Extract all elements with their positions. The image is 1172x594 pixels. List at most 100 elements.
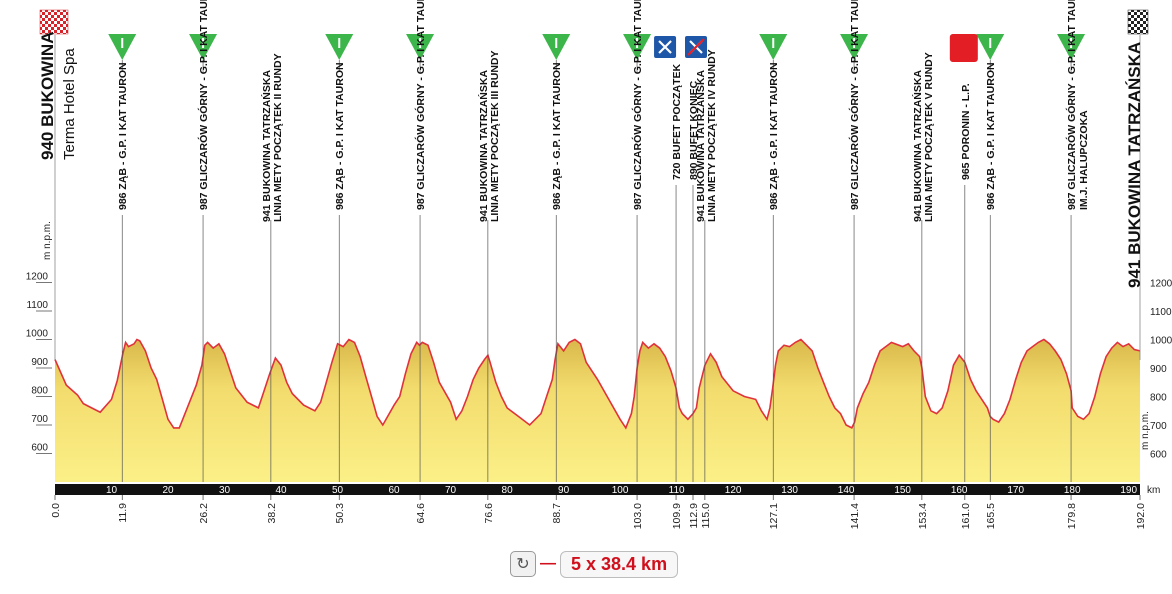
climb-label: 987 GLICZARÓW GÓRNY - G.P. I KAT TAURON <box>848 0 861 210</box>
mountain-marker-icon <box>1057 34 1086 72</box>
km-tick-label: 60 <box>389 485 401 496</box>
repeat-loop-icon: ↻ <box>510 551 536 577</box>
km-tick-label: 40 <box>275 485 287 496</box>
climb-label: 987 GLICZARÓW GÓRNY - G.P. I KAT TAURON <box>631 0 644 210</box>
distance-label: 179.8 <box>1066 503 1078 529</box>
distance-label: 103.0 <box>632 503 644 529</box>
passage-label-line2: LINIA METY POCZĄTEK III RUNDY <box>489 50 501 222</box>
km-tick-label: 90 <box>558 485 570 496</box>
km-tick-label: 110 <box>669 485 685 496</box>
mountain-marker-icon <box>325 34 354 72</box>
loop-label: 5 x 38.4 km <box>560 550 679 578</box>
km-tick-label: 130 <box>781 485 798 496</box>
km-tick-label: 10 <box>106 485 118 496</box>
climb-label-extra: IM.J. HALUPCZOKA <box>1078 110 1090 210</box>
km-tick-label: 80 <box>502 485 514 496</box>
km-tick-label: 30 <box>219 485 231 496</box>
distance-label: 88.7 <box>551 503 563 524</box>
passage-label-line2: LINIA METY POCZĄTEK II RUNDY <box>272 53 284 222</box>
climb-label: 987 GLICZARÓW GÓRNY - G.P. I KAT TAURON <box>197 0 210 210</box>
km-tick-label: 20 <box>162 485 174 496</box>
distance-label: 50.3 <box>334 503 346 524</box>
feed-end-icon <box>685 36 708 58</box>
y-tick-label-right: 1000 <box>1150 336 1172 347</box>
mountain-marker-icon <box>108 34 137 72</box>
finish-label: 941 BUKOWINA TATRZAŃSKA <box>1125 42 1144 288</box>
distance-label: 112.9 <box>688 503 700 529</box>
passage-label-line2: LINIA METY POCZĄTEK IV RUNDY <box>706 49 718 222</box>
distance-label: 76.6 <box>483 503 495 524</box>
mountain-marker-icon <box>759 34 788 72</box>
distance-label: 109.9 <box>671 503 683 529</box>
distance-label: 192.0 <box>1135 503 1147 529</box>
distance-label: 115.0 <box>700 503 712 529</box>
passage-label-line1: 941 BUKOWINA TATRZAŃSKA <box>911 70 924 222</box>
km-tick-label: 150 <box>894 485 911 496</box>
mountain-marker-icon <box>976 34 1005 72</box>
mountain-marker-icon <box>406 34 435 72</box>
km-tick-label: 120 <box>725 485 742 496</box>
start-venue: Terma Hotel Spa <box>61 48 78 160</box>
km-tick-label: 140 <box>838 485 855 496</box>
passage-label-line1: 941 BUKOWINA TATRZAŃSKA <box>477 70 490 222</box>
distance-label: 64.6 <box>415 503 427 524</box>
distance-label: 153.4 <box>917 503 929 529</box>
passage-label-line1: 941 BUKOWINA TATRZAŃSKA <box>260 70 273 222</box>
distance-label: 141.4 <box>849 503 861 529</box>
y-tick-label: 700 <box>31 414 48 425</box>
y-tick-label: 1000 <box>26 329 49 340</box>
climb-label: 986 ZĄB - G.P. I KAT TAURON <box>985 62 997 210</box>
climb-label: 987 GLICZARÓW GÓRNY - G.P. I KAT TAURON <box>414 0 427 210</box>
climb-label: 986 ZĄB - G.P. I KAT TAURON <box>117 62 129 210</box>
km-tick-label: 170 <box>1007 485 1024 496</box>
y-tick-label-right: 900 <box>1150 364 1167 375</box>
km-tick-label: 160 <box>951 485 968 496</box>
y-tick-label: 600 <box>31 443 48 454</box>
y-tick-label-right: 600 <box>1150 450 1167 461</box>
profile-area <box>54 338 1141 482</box>
distance-label: 161.0 <box>960 503 972 529</box>
km-tick-label: 100 <box>612 485 629 496</box>
feed-label: 720 BUFET POCZĄTEK <box>671 63 683 180</box>
mountain-marker-icon <box>840 34 869 72</box>
distance-label: 127.1 <box>768 503 780 529</box>
y-tick-label: 1100 <box>26 300 48 311</box>
profile-fill <box>55 339 1140 482</box>
distance-label: 38.2 <box>266 503 278 524</box>
climb-label: 986 ZĄB - G.P. I KAT TAURON <box>768 62 780 210</box>
km-axis-bar <box>55 484 1140 495</box>
y-tick-label-right: 800 <box>1150 393 1167 404</box>
distance-label: 26.2 <box>198 503 210 524</box>
y-tick-label: 800 <box>31 386 48 397</box>
loop-badge: ↻ — 5 x 38.4 km <box>510 550 679 578</box>
left-axis-label: m n.p.m. <box>42 221 53 260</box>
climb-label: 987 GLICZARÓW GÓRNY - G.P. I KAT TAURON <box>1065 0 1078 210</box>
feed-start-icon <box>654 36 677 58</box>
start-elevation-name: 940 BUKOWINA <box>38 32 57 161</box>
y-axis-grid: 600 600 700 700 800 800 900 900 1000 1000 1100 1100… <box>26 272 1172 461</box>
y-tick-label-right: 1100 <box>1150 307 1172 318</box>
y-tick-label-right: 700 <box>1150 421 1167 432</box>
km-tick-label: 190 <box>1120 485 1137 496</box>
km-tick-label: 50 <box>332 485 344 496</box>
sprint-label: 965 PORONIN - L.P. <box>960 83 972 180</box>
markers: 986 ZĄB - G.P. I KAT TAURON 987 GLICZARÓW… <box>108 0 1090 482</box>
km-axis: 10 20 30 40 50 60 70 80 90 100 110 120 130 140 150 160 1… <box>50 484 1147 529</box>
distance-label: 165.5 <box>985 503 997 529</box>
km-tick-label: 70 <box>445 485 457 496</box>
intermediate-sprint-icon <box>949 34 978 62</box>
distance-label: 0.0 <box>50 503 62 518</box>
mountain-marker-icon <box>623 34 652 72</box>
passage-label-line1: 941 BUKOWINA TATRZAŃSKA <box>694 70 707 222</box>
feed-label: 890 BUFET KONIEC <box>688 80 700 180</box>
passage-label-line2: LINIA METY POCZĄTEK V RUNDY <box>923 52 935 222</box>
y-tick-label-right: 1200 <box>1150 279 1172 290</box>
climb-label: 986 ZĄB - G.P. I KAT TAURON <box>551 62 563 210</box>
mountain-marker-icon <box>542 34 571 72</box>
climb-label: 986 ZĄB - G.P. I KAT TAURON <box>334 62 346 210</box>
right-axis-label: m n.p.m. <box>1140 411 1151 450</box>
distance-label: 11.9 <box>117 503 129 523</box>
km-unit: km <box>1147 485 1160 496</box>
y-tick-label: 900 <box>31 357 48 368</box>
